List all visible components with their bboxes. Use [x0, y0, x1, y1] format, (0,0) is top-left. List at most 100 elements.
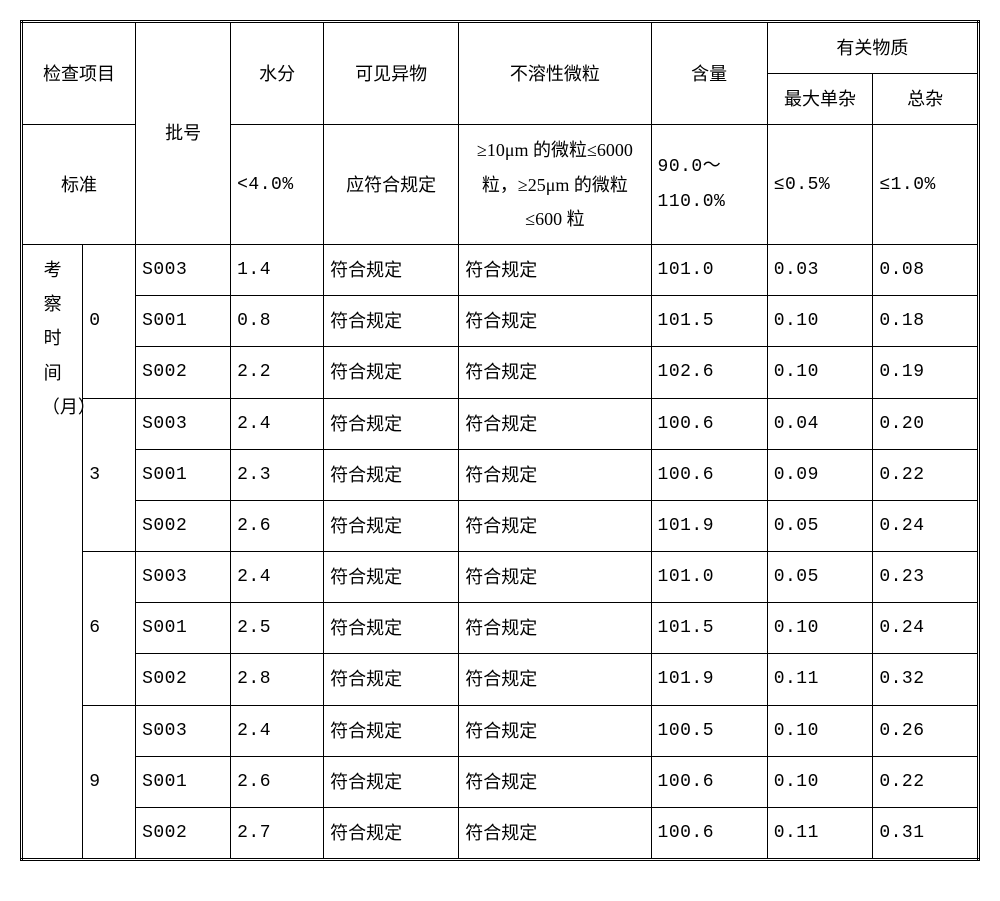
col-total: 总杂	[873, 74, 979, 125]
cell-batch: S003	[136, 552, 231, 603]
cell-visible: 符合规定	[324, 705, 459, 756]
cell-max-single: 0.09	[767, 449, 873, 500]
cell-max-single: 0.04	[767, 398, 873, 449]
std-visible: 应符合规定	[324, 125, 459, 245]
cell-batch: S001	[136, 449, 231, 500]
col-visible-foreign: 可见异物	[324, 22, 459, 125]
cell-content: 101.5	[651, 603, 767, 654]
cell-batch: S001	[136, 756, 231, 807]
cell-moisture: 2.3	[231, 449, 324, 500]
cell-insoluble: 符合规定	[459, 347, 651, 398]
cell-visible: 符合规定	[324, 756, 459, 807]
cell-content: 100.5	[651, 705, 767, 756]
cell-total: 0.24	[873, 500, 979, 551]
cell-total: 0.24	[873, 603, 979, 654]
cell-max-single: 0.10	[767, 347, 873, 398]
cell-max-single: 0.11	[767, 808, 873, 860]
cell-content: 102.6	[651, 347, 767, 398]
col-max-single: 最大单杂	[767, 74, 873, 125]
std-max-single: ≤0.5%	[767, 125, 873, 245]
cell-batch: S002	[136, 500, 231, 551]
col-batch-no: 批号	[136, 22, 231, 245]
cell-visible: 符合规定	[324, 552, 459, 603]
cell-batch: S003	[136, 398, 231, 449]
cell-batch: S002	[136, 654, 231, 705]
cell-total: 0.22	[873, 756, 979, 807]
cell-batch: S001	[136, 603, 231, 654]
cell-max-single: 0.10	[767, 603, 873, 654]
cell-max-single: 0.11	[767, 654, 873, 705]
col-inspection-item: 检查项目	[22, 22, 136, 125]
cell-insoluble: 符合规定	[459, 552, 651, 603]
cell-content: 101.9	[651, 654, 767, 705]
std-total: ≤1.0%	[873, 125, 979, 245]
row-study-time-label: 考察时间（月）	[22, 244, 83, 859]
cell-moisture: 2.4	[231, 398, 324, 449]
month-3: 3	[83, 398, 136, 552]
month-0: 0	[83, 244, 136, 398]
cell-moisture: 2.2	[231, 347, 324, 398]
cell-visible: 符合规定	[324, 500, 459, 551]
cell-visible: 符合规定	[324, 449, 459, 500]
cell-content: 100.6	[651, 449, 767, 500]
cell-moisture: 2.5	[231, 603, 324, 654]
cell-max-single: 0.10	[767, 756, 873, 807]
std-insoluble: ≥10μm 的微粒≤6000 粒，≥25μm 的微粒≤600 粒	[459, 125, 651, 245]
cell-batch: S003	[136, 705, 231, 756]
cell-total: 0.18	[873, 296, 979, 347]
cell-content: 100.6	[651, 756, 767, 807]
cell-max-single: 0.03	[767, 244, 873, 295]
col-moisture: 水分	[231, 22, 324, 125]
cell-insoluble: 符合规定	[459, 756, 651, 807]
cell-insoluble: 符合规定	[459, 808, 651, 860]
cell-moisture: 1.4	[231, 244, 324, 295]
cell-content: 101.9	[651, 500, 767, 551]
cell-content: 101.5	[651, 296, 767, 347]
cell-batch: S002	[136, 808, 231, 860]
cell-insoluble: 符合规定	[459, 654, 651, 705]
cell-visible: 符合规定	[324, 347, 459, 398]
std-content: 90.0～110.0%	[651, 125, 767, 245]
cell-total: 0.08	[873, 244, 979, 295]
cell-batch: S002	[136, 347, 231, 398]
cell-insoluble: 符合规定	[459, 244, 651, 295]
cell-max-single: 0.10	[767, 705, 873, 756]
stability-data-table: 检查项目批号水分可见异物不溶性微粒含量有关物质最大单杂总杂标准 <4.0%应符合规…	[20, 20, 980, 861]
cell-visible: 符合规定	[324, 398, 459, 449]
month-6: 6	[83, 552, 136, 706]
cell-total: 0.20	[873, 398, 979, 449]
cell-moisture: 2.7	[231, 808, 324, 860]
cell-content: 100.6	[651, 398, 767, 449]
cell-insoluble: 符合规定	[459, 603, 651, 654]
cell-visible: 符合规定	[324, 603, 459, 654]
cell-content: 101.0	[651, 552, 767, 603]
cell-total: 0.22	[873, 449, 979, 500]
std-moisture: <4.0%	[231, 125, 324, 245]
cell-batch: S001	[136, 296, 231, 347]
col-related-substances: 有关物质	[767, 22, 978, 74]
row-standard-label: 标准	[22, 125, 136, 245]
cell-total: 0.31	[873, 808, 979, 860]
cell-moisture: 2.4	[231, 552, 324, 603]
cell-moisture: 2.6	[231, 756, 324, 807]
col-insoluble-particles: 不溶性微粒	[459, 22, 651, 125]
cell-content: 101.0	[651, 244, 767, 295]
col-content: 含量	[651, 22, 767, 125]
cell-max-single: 0.05	[767, 500, 873, 551]
cell-visible: 符合规定	[324, 654, 459, 705]
cell-moisture: 2.8	[231, 654, 324, 705]
cell-insoluble: 符合规定	[459, 705, 651, 756]
cell-max-single: 0.05	[767, 552, 873, 603]
cell-visible: 符合规定	[324, 808, 459, 860]
cell-total: 0.26	[873, 705, 979, 756]
cell-moisture: 0.8	[231, 296, 324, 347]
cell-insoluble: 符合规定	[459, 398, 651, 449]
cell-max-single: 0.10	[767, 296, 873, 347]
cell-visible: 符合规定	[324, 296, 459, 347]
cell-moisture: 2.4	[231, 705, 324, 756]
month-9: 9	[83, 705, 136, 860]
cell-insoluble: 符合规定	[459, 500, 651, 551]
cell-insoluble: 符合规定	[459, 449, 651, 500]
cell-total: 0.23	[873, 552, 979, 603]
cell-visible: 符合规定	[324, 244, 459, 295]
